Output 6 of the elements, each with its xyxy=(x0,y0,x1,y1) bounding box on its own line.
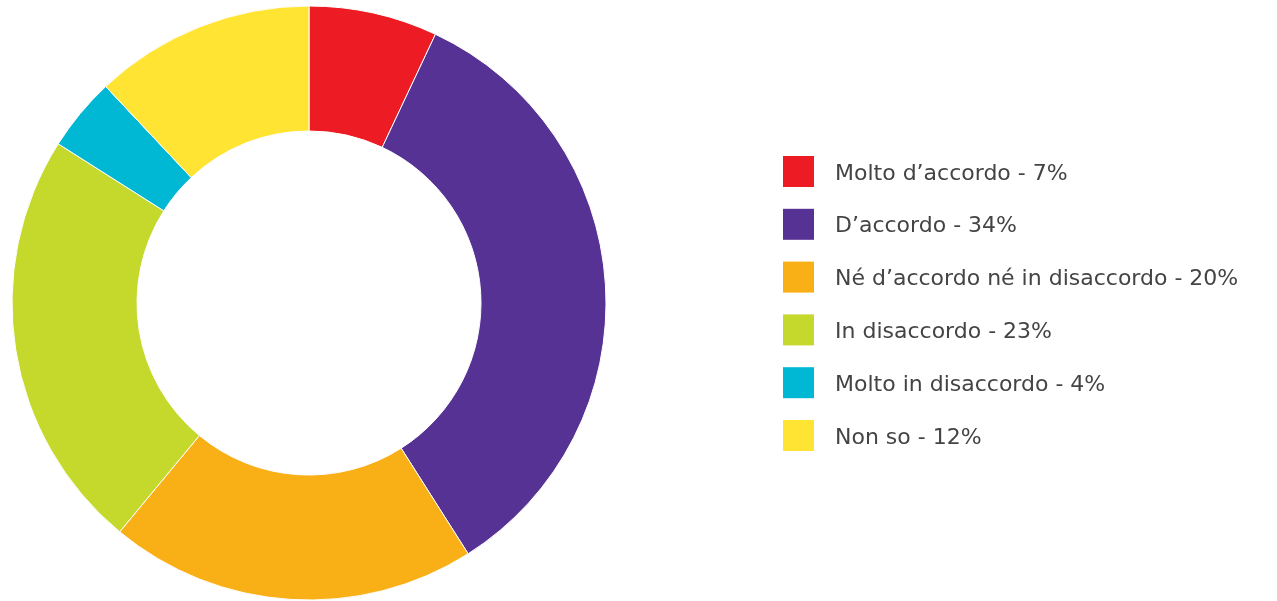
legend-label: Non so - 12% xyxy=(835,423,982,449)
legend-label: In disaccordo - 23% xyxy=(835,317,1053,343)
legend-label: Né d’accordo né in disaccordo - 20% xyxy=(835,265,1239,291)
legend-label: Molto in disaccordo - 4% xyxy=(835,370,1106,396)
legend-label: Molto d’accordo - 7% xyxy=(835,159,1068,185)
legend-label: D’accordo - 34% xyxy=(835,212,1017,238)
